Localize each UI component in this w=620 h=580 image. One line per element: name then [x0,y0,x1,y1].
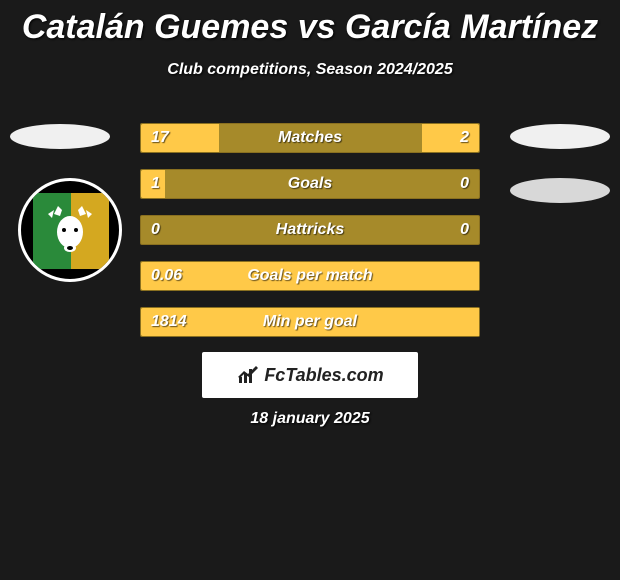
stat-row-mpg: 1814 Min per goal [140,307,480,337]
brand-badge: FcTables.com [202,352,418,398]
avatar-player-left [10,124,110,149]
value-left: 17 [151,129,169,147]
value-left: 0 [151,221,160,239]
bar-right [422,124,479,152]
club-badge-left [18,178,122,282]
avatar-player-right [510,124,610,149]
value-right: 0 [460,221,469,239]
value-right: 0 [460,175,469,193]
stat-rows: 17 Matches 2 1 Goals 0 0 Hattricks 0 0.0… [140,123,480,353]
stat-label: Min per goal [263,313,357,331]
deer-icon [40,200,100,260]
stat-row-matches: 17 Matches 2 [140,123,480,153]
value-right: 2 [460,129,469,147]
stat-label: Goals [288,175,332,193]
stat-row-goals: 1 Goals 0 [140,169,480,199]
subtitle: Club competitions, Season 2024/2025 [0,61,620,79]
stat-label: Matches [278,129,342,147]
value-left: 1 [151,175,160,193]
brand-text: FcTables.com [264,365,383,386]
date-label: 18 january 2025 [250,410,369,428]
club-badge-right [510,178,610,203]
chart-icon [236,363,260,387]
stat-row-gpm: 0.06 Goals per match [140,261,480,291]
value-left: 0.06 [151,267,182,285]
stat-label: Hattricks [276,221,344,239]
value-left: 1814 [151,313,187,331]
stat-label: Goals per match [247,267,372,285]
page-title: Catalán Guemes vs García Martínez [0,0,620,47]
stat-row-hattricks: 0 Hattricks 0 [140,215,480,245]
